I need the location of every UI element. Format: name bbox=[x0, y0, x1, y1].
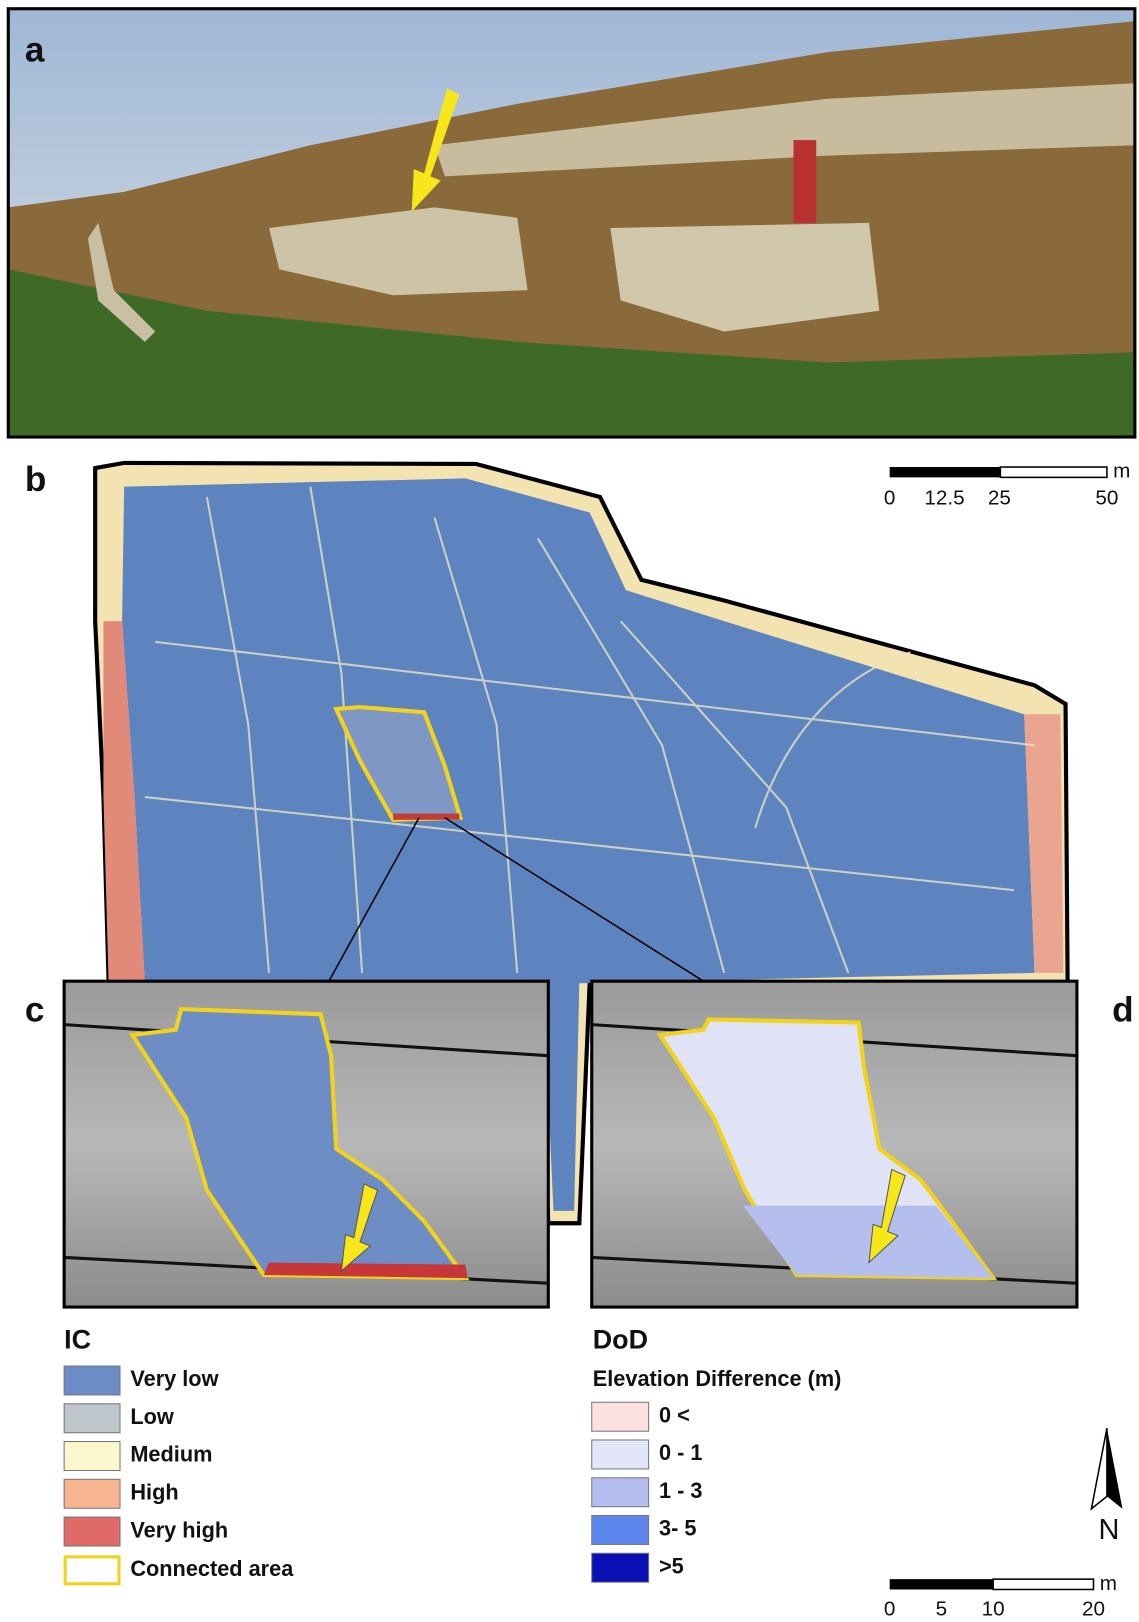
scale-label: 5 bbox=[936, 1598, 948, 1621]
photo bbox=[6, 7, 1137, 439]
legend-swatch bbox=[591, 1401, 650, 1432]
legend-swatch bbox=[63, 1365, 121, 1396]
dod-inset bbox=[591, 981, 1077, 1308]
north-arrow: N bbox=[1090, 1427, 1123, 1546]
legend-subtitle: Elevation Difference (m) bbox=[593, 1366, 842, 1391]
scale-label: 10 bbox=[982, 1598, 1005, 1621]
scale-label: 0 bbox=[884, 1598, 896, 1621]
scale-label: 20 bbox=[1082, 1598, 1105, 1621]
panel-label: a bbox=[25, 30, 45, 69]
legend-swatch bbox=[591, 1514, 650, 1545]
scale-label: 25 bbox=[988, 487, 1011, 510]
legend-label: High bbox=[130, 1480, 178, 1505]
scale-label: 50 bbox=[1095, 487, 1118, 510]
legends: Very low Low Medium High Very high Connected … bbox=[63, 1365, 702, 1586]
legend-swatch bbox=[591, 1477, 650, 1508]
legend-label: 3- 5 bbox=[659, 1516, 696, 1541]
legend-swatch bbox=[63, 1516, 121, 1547]
ic-inset bbox=[64, 981, 549, 1308]
legend-swatch bbox=[591, 1552, 650, 1583]
panel-label: d bbox=[1112, 991, 1133, 1030]
panel-label: b bbox=[25, 460, 46, 499]
scale-bar: m 0 12.5 25 50 bbox=[884, 460, 1130, 510]
legend-swatch bbox=[591, 1439, 650, 1470]
legend-label: Medium bbox=[130, 1442, 212, 1467]
legend-label: Connected area bbox=[130, 1556, 294, 1581]
panel-label: c bbox=[25, 991, 45, 1030]
scale-label: 12.5 bbox=[924, 487, 964, 510]
legend-title: IC bbox=[64, 1324, 91, 1354]
legend-swatch bbox=[63, 1478, 121, 1509]
legend-label: Very low bbox=[130, 1366, 218, 1391]
legend-swatch bbox=[63, 1555, 121, 1586]
scale-unit: m bbox=[1100, 1572, 1117, 1595]
legend-swatch bbox=[63, 1403, 121, 1434]
inset-frame bbox=[62, 979, 550, 1309]
scale-label: 0 bbox=[884, 487, 896, 510]
scale-unit: m bbox=[1113, 460, 1130, 483]
legend-swatch bbox=[63, 1441, 121, 1472]
scale-bar: m 0 5 10 20 bbox=[884, 1572, 1117, 1621]
legend-label: >5 bbox=[659, 1553, 684, 1578]
legend-label: Low bbox=[130, 1404, 174, 1429]
inset-frame bbox=[590, 979, 1079, 1309]
legend-label: Very high bbox=[130, 1517, 228, 1542]
legend-label: 1 - 3 bbox=[659, 1478, 702, 1503]
legend-title: DoD bbox=[593, 1324, 648, 1354]
north-label: N bbox=[1099, 1514, 1120, 1546]
legend-label: 0 - 1 bbox=[659, 1440, 702, 1465]
legend-label: 0 < bbox=[659, 1402, 690, 1427]
